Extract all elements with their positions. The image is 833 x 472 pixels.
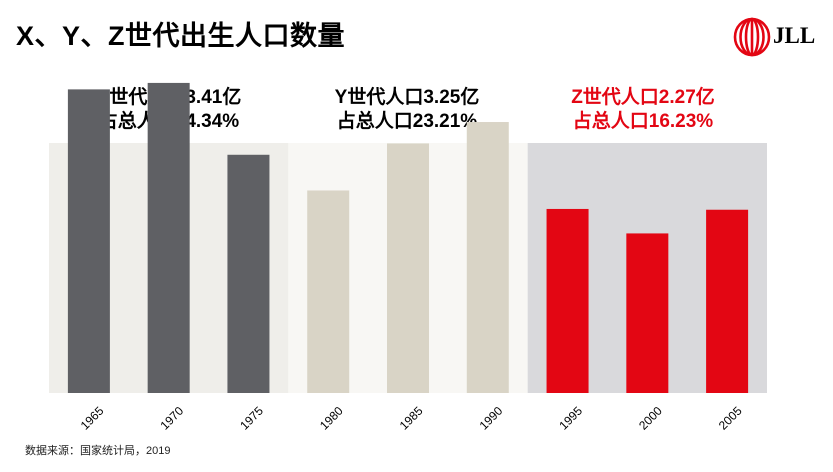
jll-logo: JLL <box>732 17 816 57</box>
page-title: X、Y、Z世代出生人口数量 <box>16 21 346 51</box>
x-tick-label-1980: 1980 <box>317 404 346 433</box>
x-tick-label-1975: 1975 <box>237 404 266 433</box>
bar-1975 <box>227 154 270 393</box>
header-z-line1: Z世代人口2.27亿 <box>571 87 715 108</box>
x-tick-label-1985: 1985 <box>397 404 426 433</box>
bar-1965 <box>67 89 110 393</box>
jll-logo-icon <box>733 17 771 57</box>
x-tick-label-2005: 2005 <box>716 404 745 433</box>
bar-1985 <box>387 143 429 393</box>
x-tick-label-2000: 2000 <box>636 404 665 433</box>
header-y: Y世代人口3.25亿 占总人口23.21% <box>287 86 527 134</box>
bar-1990 <box>466 122 509 394</box>
bar-2000 <box>626 233 669 393</box>
x-tick-label-1995: 1995 <box>556 404 585 433</box>
header-z: Z世代人口2.27亿 占总人口16.23% <box>523 86 763 134</box>
bar-1980 <box>307 190 350 393</box>
bar-chart: 1965 1970 1975 1980 1985 1990 1995 2000 2005 <box>49 82 767 433</box>
header-z-line2: 占总人口16.23% <box>572 111 714 132</box>
jll-logo-text: JLL <box>773 23 816 48</box>
source-note: 数据来源：国家统计局，2019 <box>25 445 171 457</box>
bar-2005 <box>706 209 749 393</box>
header-y-line2: 占总人口23.21% <box>336 111 478 132</box>
x-tick-label-1990: 1990 <box>477 404 506 433</box>
x-tick-label-1965: 1965 <box>78 404 107 433</box>
header-y-line1: Y世代人口3.25亿 <box>334 87 480 108</box>
bar-1970 <box>147 82 190 394</box>
x-tick-label-1970: 1970 <box>157 404 186 433</box>
bar-1995 <box>546 208 589 393</box>
